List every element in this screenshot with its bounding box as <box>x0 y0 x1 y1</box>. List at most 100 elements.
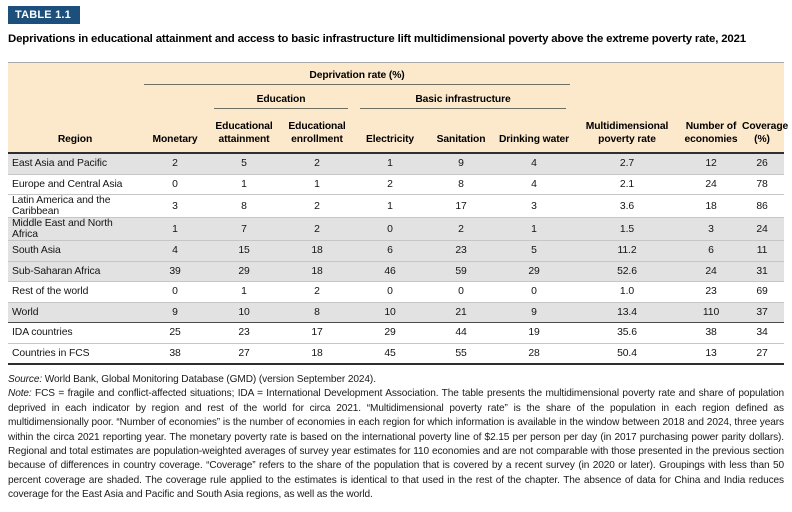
col-header-educational-attainment: Educational attainment <box>208 109 280 154</box>
col-header-monetary: Monetary <box>142 109 208 154</box>
col-header-educational-enrollment: Educational enrollment <box>280 109 354 154</box>
value-cell: 0 <box>354 217 426 241</box>
value-cell: 9 <box>496 301 572 323</box>
value-cell: 2 <box>354 174 426 195</box>
value-cell: 26 <box>740 153 784 175</box>
col-header-number-of-economies: Number of economies <box>682 109 740 154</box>
value-cell: 1 <box>142 217 208 241</box>
group-header-row-2: Education Basic infrastructure <box>8 85 784 109</box>
value-cell: 19 <box>496 322 572 344</box>
value-cell: 13.4 <box>572 301 682 323</box>
group-deprivation-rate-label: Deprivation rate (%) <box>144 70 570 85</box>
note-text: FCS = fragile and conflict-affected situ… <box>8 388 784 501</box>
table-row: IDA countries 25 23 17 29 44 19 35.6 38 … <box>8 322 784 344</box>
value-cell: 21 <box>426 301 496 323</box>
value-cell: 4 <box>496 153 572 175</box>
group-cell: Deprivation rate (%) <box>142 62 572 85</box>
region-cell: Countries in FCS <box>8 343 142 365</box>
source-text: World Bank, Global Monitoring Database (… <box>42 374 376 385</box>
value-cell: 7 <box>208 217 280 241</box>
value-cell: 25 <box>142 322 208 344</box>
value-cell: 10 <box>208 301 280 323</box>
value-cell: 38 <box>142 343 208 365</box>
group-basic-infrastructure-label: Basic infrastructure <box>360 94 566 109</box>
region-cell: South Asia <box>8 240 142 262</box>
value-cell: 1.0 <box>572 281 682 303</box>
value-cell: 69 <box>740 281 784 303</box>
value-cell: 0 <box>426 281 496 303</box>
value-cell: 38 <box>682 322 740 344</box>
value-cell: 15 <box>208 240 280 262</box>
value-cell: 3.6 <box>572 194 682 218</box>
value-cell: 52.6 <box>572 261 682 282</box>
group-cell: Basic infrastructure <box>354 85 572 109</box>
table-title: Deprivations in educational attainment a… <box>8 33 746 45</box>
note-label: Note: <box>8 388 32 400</box>
value-cell: 2.7 <box>572 153 682 175</box>
value-cell: 29 <box>208 261 280 282</box>
source-label: Source: <box>8 374 43 385</box>
source-line: Source: World Bank, Global Monitoring Da… <box>8 373 784 387</box>
value-cell: 2 <box>280 217 354 241</box>
value-cell: 18 <box>280 343 354 365</box>
note-paragraph: Note: FCS = fragile and conflict-affecte… <box>8 387 784 502</box>
table-header: Deprivation rate (%) Education Basic inf… <box>8 62 788 154</box>
value-cell: 18 <box>280 240 354 262</box>
region-cell: East Asia and Pacific <box>8 153 142 175</box>
column-header-row: Region Monetary Educational attainment E… <box>8 109 788 154</box>
spacer-cell <box>572 85 784 109</box>
col-header-multidimensional-poverty-rate: Multidimensional poverty rate <box>572 109 682 154</box>
value-cell: 18 <box>280 261 354 282</box>
col-header-region: Region <box>8 109 142 154</box>
value-cell: 12 <box>682 153 740 175</box>
value-cell: 10 <box>354 301 426 323</box>
value-cell: 27 <box>208 343 280 365</box>
table-row: World 9 10 8 10 21 9 13.4 110 37 <box>8 301 784 323</box>
col-header-electricity: Electricity <box>354 109 426 154</box>
value-cell: 4 <box>142 240 208 262</box>
value-cell: 110 <box>682 301 740 323</box>
value-cell: 46 <box>354 261 426 282</box>
value-cell: 1 <box>354 153 426 175</box>
value-cell: 27 <box>740 343 784 365</box>
table-row: Rest of the world 0 1 2 0 0 0 1.0 23 69 <box>8 281 784 303</box>
value-cell: 28 <box>496 343 572 365</box>
value-cell: 24 <box>682 261 740 282</box>
value-cell: 24 <box>740 217 784 241</box>
value-cell: 34 <box>740 322 784 344</box>
table-row: Latin America and the Caribbean 3 8 2 1 … <box>8 194 784 218</box>
value-cell: 8 <box>426 174 496 195</box>
value-cell: 86 <box>740 194 784 218</box>
value-cell: 9 <box>142 301 208 323</box>
value-cell: 2 <box>280 153 354 175</box>
table-row: Sub-Saharan Africa 39 29 18 46 59 29 52.… <box>8 261 784 282</box>
value-cell: 0 <box>496 281 572 303</box>
value-cell: 29 <box>496 261 572 282</box>
value-cell: 55 <box>426 343 496 365</box>
value-cell: 44 <box>426 322 496 344</box>
value-cell: 17 <box>426 194 496 218</box>
value-cell: 2 <box>280 281 354 303</box>
value-cell: 18 <box>682 194 740 218</box>
value-cell: 1 <box>280 174 354 195</box>
value-cell: 29 <box>354 322 426 344</box>
value-cell: 6 <box>682 240 740 262</box>
region-cell: Europe and Central Asia <box>8 174 142 195</box>
value-cell: 0 <box>142 281 208 303</box>
value-cell: 5 <box>496 240 572 262</box>
value-cell: 2 <box>280 194 354 218</box>
col-header-drinking-water: Drinking water <box>496 109 572 154</box>
value-cell: 5 <box>208 153 280 175</box>
value-cell: 4 <box>496 174 572 195</box>
table-number-badge: TABLE 1.1 <box>8 6 80 24</box>
value-cell: 59 <box>426 261 496 282</box>
value-cell: 0 <box>354 281 426 303</box>
table-row: Middle East and North Africa 1 7 2 0 2 1… <box>8 217 784 241</box>
value-cell: 35.6 <box>572 322 682 344</box>
value-cell: 37 <box>740 301 784 323</box>
value-cell: 23 <box>208 322 280 344</box>
region-cell: World <box>8 301 142 323</box>
value-cell: 45 <box>354 343 426 365</box>
value-cell: 24 <box>682 174 740 195</box>
